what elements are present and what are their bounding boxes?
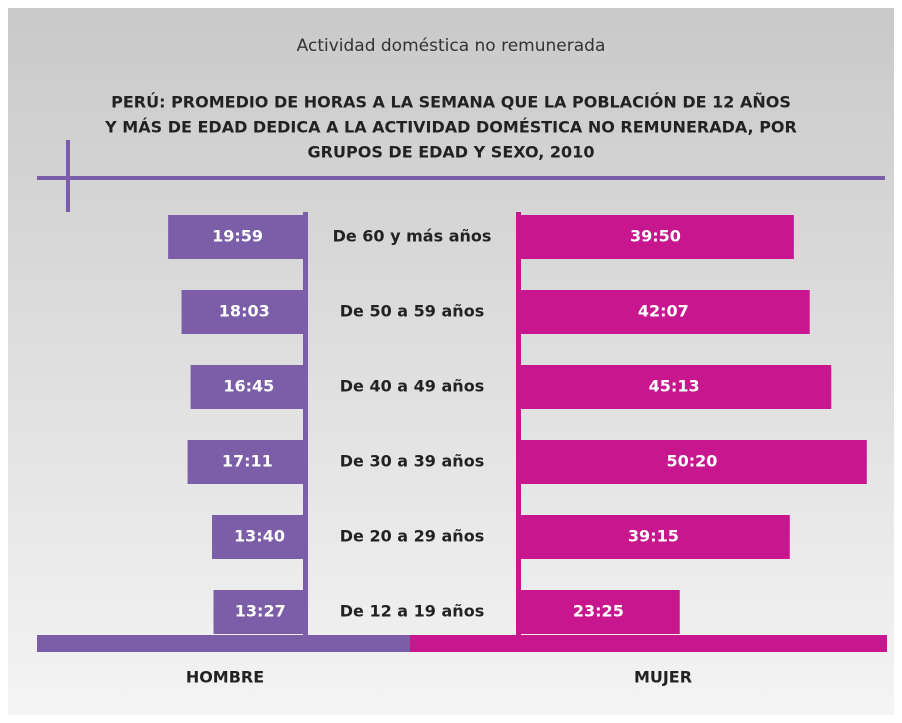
value-label: 16:45 <box>223 377 274 396</box>
bar <box>213 590 307 634</box>
category-label: De 60 y más años <box>333 227 492 246</box>
value-label: 13:40 <box>234 527 285 546</box>
value-label: 42:07 <box>638 302 689 321</box>
value-label: 45:13 <box>649 377 700 396</box>
value-label: 18:03 <box>219 302 270 321</box>
legend-label: MUJER <box>634 668 692 687</box>
bar <box>181 290 307 334</box>
base-strip <box>37 635 410 652</box>
category-label: De 30 a 39 años <box>340 452 484 471</box>
bar <box>190 365 307 409</box>
value-label: 39:50 <box>630 227 681 246</box>
value-label: 23:25 <box>573 602 624 621</box>
bar <box>168 215 307 259</box>
axis <box>303 212 308 637</box>
divider <box>66 140 70 212</box>
bar <box>212 515 307 559</box>
bar <box>517 440 867 484</box>
value-label: 13:27 <box>235 602 286 621</box>
value-label: 19:59 <box>212 227 263 246</box>
divider <box>37 176 885 180</box>
subtitle: GRUPOS DE EDAD Y SEXO, 2010 <box>308 143 595 162</box>
category-label: De 50 a 59 años <box>340 302 484 321</box>
background <box>8 8 894 715</box>
bar <box>517 365 832 409</box>
subtitle: PERÚ: PROMEDIO DE HORAS A LA SEMANA QUE … <box>111 93 791 112</box>
bar <box>517 215 794 259</box>
category-label: De 12 a 19 años <box>340 602 484 621</box>
bar <box>187 440 307 484</box>
bar <box>517 290 810 334</box>
subtitle: Y MÁS DE EDAD DEDICA A LA ACTIVIDAD DOMÉ… <box>104 118 797 137</box>
bar <box>517 590 680 634</box>
bar <box>517 515 790 559</box>
value-label: 39:15 <box>628 527 679 546</box>
legend-label: HOMBRE <box>186 668 264 687</box>
axis <box>516 212 521 637</box>
category-label: De 20 a 29 años <box>340 527 484 546</box>
base-strip <box>410 635 887 652</box>
chart-title: Actividad doméstica no remunerada <box>297 36 606 56</box>
category-label: De 40 a 49 años <box>340 377 484 396</box>
value-label: 17:11 <box>222 452 273 471</box>
value-label: 50:20 <box>666 452 717 471</box>
